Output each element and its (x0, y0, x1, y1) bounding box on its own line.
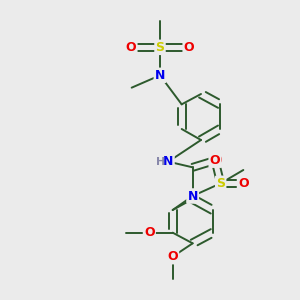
Text: O: O (167, 250, 178, 263)
Text: O: O (238, 177, 249, 190)
Text: O: O (126, 41, 136, 54)
Text: N: N (155, 69, 165, 82)
Text: O: O (184, 41, 194, 54)
Text: N: N (163, 155, 173, 168)
Text: O: O (210, 154, 220, 166)
Text: O: O (212, 154, 222, 166)
Text: S: S (216, 177, 225, 190)
Text: N: N (188, 190, 198, 202)
Text: S: S (155, 41, 164, 54)
Text: O: O (144, 226, 154, 239)
Text: H: H (156, 157, 165, 167)
